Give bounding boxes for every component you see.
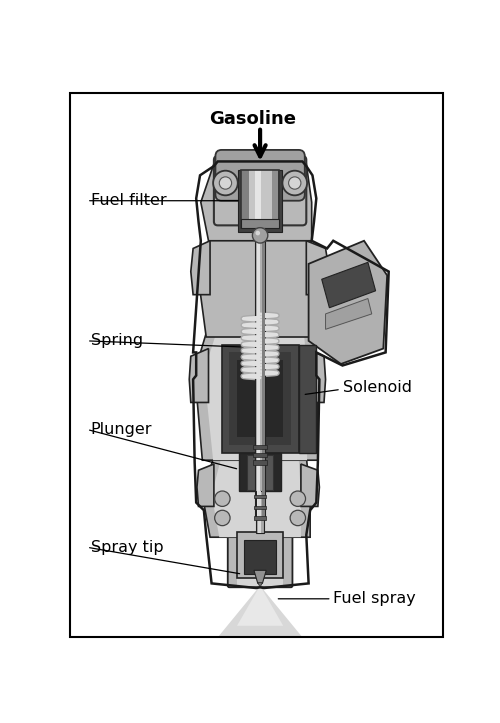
Polygon shape: [197, 464, 214, 506]
Polygon shape: [194, 333, 318, 461]
Bar: [254, 495, 266, 498]
Polygon shape: [212, 456, 301, 537]
Bar: [253, 453, 267, 457]
Polygon shape: [237, 586, 283, 626]
Bar: [257, 228, 260, 518]
Circle shape: [214, 510, 230, 526]
Text: Fuel spray: Fuel spray: [333, 591, 416, 607]
Bar: [237, 532, 283, 578]
Bar: [256, 491, 264, 534]
Polygon shape: [258, 583, 262, 587]
Bar: [253, 461, 267, 465]
Bar: [238, 170, 282, 231]
Bar: [253, 445, 267, 450]
Bar: [222, 345, 298, 453]
Circle shape: [288, 177, 301, 189]
Bar: [237, 360, 283, 437]
Polygon shape: [204, 333, 307, 461]
Bar: [256, 228, 264, 518]
Polygon shape: [191, 241, 210, 295]
Bar: [254, 170, 261, 228]
Polygon shape: [308, 241, 387, 364]
Polygon shape: [301, 464, 320, 506]
Circle shape: [282, 171, 307, 195]
Bar: [248, 170, 272, 228]
Bar: [241, 170, 280, 228]
Bar: [237, 534, 283, 586]
Polygon shape: [306, 348, 326, 403]
Polygon shape: [322, 262, 376, 308]
Text: Spray tip: Spray tip: [90, 540, 164, 555]
Polygon shape: [202, 456, 310, 537]
Bar: [241, 170, 248, 228]
Bar: [262, 228, 264, 518]
Circle shape: [214, 491, 230, 506]
Polygon shape: [254, 570, 266, 583]
Circle shape: [213, 171, 238, 195]
Text: Plunger: Plunger: [90, 422, 152, 437]
Text: Solenoid: Solenoid: [344, 380, 412, 395]
Polygon shape: [190, 348, 208, 403]
Circle shape: [256, 231, 260, 236]
Text: Spring: Spring: [90, 333, 143, 348]
Bar: [258, 491, 261, 534]
Bar: [244, 539, 276, 574]
Bar: [240, 453, 281, 491]
Polygon shape: [198, 237, 314, 337]
Circle shape: [220, 177, 232, 189]
Bar: [254, 506, 266, 510]
FancyBboxPatch shape: [228, 532, 292, 587]
Bar: [230, 352, 291, 445]
FancyBboxPatch shape: [214, 156, 306, 226]
Circle shape: [290, 510, 306, 526]
Text: Gasoline: Gasoline: [209, 110, 296, 128]
Text: Fuel filter: Fuel filter: [90, 193, 166, 208]
Bar: [298, 345, 316, 453]
Polygon shape: [326, 299, 372, 329]
Circle shape: [290, 491, 306, 506]
Polygon shape: [218, 586, 302, 637]
Bar: [247, 455, 273, 490]
Polygon shape: [201, 164, 312, 241]
Bar: [272, 170, 278, 228]
Polygon shape: [306, 241, 330, 295]
Circle shape: [252, 228, 268, 243]
Bar: [241, 219, 280, 228]
FancyBboxPatch shape: [216, 150, 305, 201]
Bar: [254, 516, 266, 520]
